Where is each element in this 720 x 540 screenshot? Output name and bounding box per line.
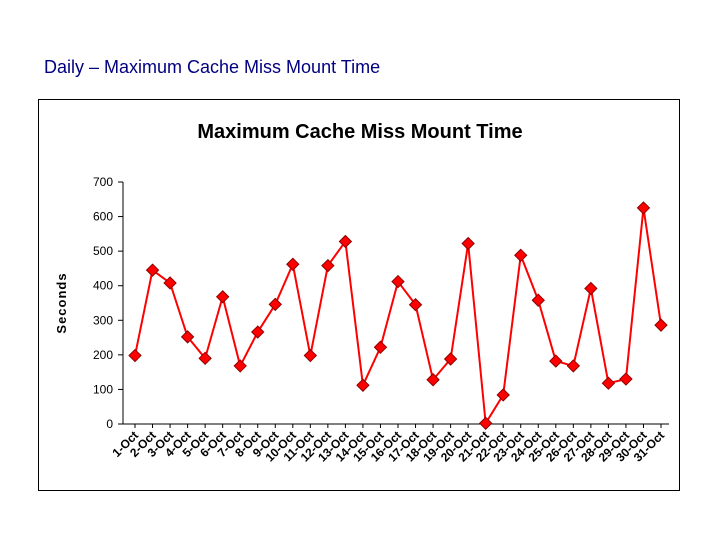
data-point	[215, 290, 230, 304]
data-point	[233, 359, 247, 373]
data-point	[251, 325, 265, 339]
y-tick-label: 700	[93, 175, 113, 189]
data-point	[566, 359, 581, 373]
data-point	[461, 236, 475, 251]
x-tick-labels: 1-Oct2-Oct3-Oct4-Oct5-Oct6-Oct7-Oct8-Oct…	[110, 428, 668, 464]
data-point	[128, 348, 142, 363]
line-chart: Maximum Cache Miss Mount Time Seconds 01…	[54, 121, 669, 465]
data-point	[180, 330, 195, 344]
y-tick-label: 400	[93, 279, 113, 293]
y-tick-label: 100	[93, 382, 113, 396]
data-point	[198, 351, 212, 366]
y-tick-label: 0	[106, 417, 113, 431]
data-point	[373, 340, 388, 354]
data-point	[443, 352, 458, 366]
chart-title: Maximum Cache Miss Mount Time	[197, 121, 522, 143]
y-tick-label: 200	[93, 348, 113, 362]
y-tick-label: 600	[93, 210, 113, 224]
data-point	[426, 373, 440, 387]
y-tick-label: 300	[93, 313, 113, 327]
data-point	[531, 293, 545, 307]
data-point	[636, 201, 651, 215]
data-point	[601, 376, 616, 390]
data-point	[303, 348, 318, 363]
data-point	[338, 234, 353, 249]
data-point	[478, 416, 493, 431]
data-point	[145, 263, 160, 277]
data-point	[286, 257, 300, 271]
y-tick-label: 500	[93, 244, 113, 258]
data-point	[356, 378, 370, 392]
y-axis-label: Seconds	[54, 272, 69, 333]
data-point	[163, 276, 177, 290]
data-point	[268, 297, 282, 312]
series-line	[134, 207, 662, 427]
data-markers	[128, 201, 668, 431]
data-point	[549, 354, 563, 368]
data-point	[408, 298, 423, 312]
data-point	[321, 258, 335, 273]
axes	[118, 181, 669, 428]
data-point	[584, 281, 598, 296]
slide-title: Daily – Maximum Cache Miss Mount Time	[44, 57, 381, 77]
data-point	[514, 248, 528, 262]
data-point	[496, 388, 510, 402]
data-point	[619, 372, 633, 386]
data-point	[391, 274, 405, 289]
y-tick-labels: 0 100 200 300 400 500 600 700	[93, 175, 113, 431]
data-point	[654, 318, 668, 332]
